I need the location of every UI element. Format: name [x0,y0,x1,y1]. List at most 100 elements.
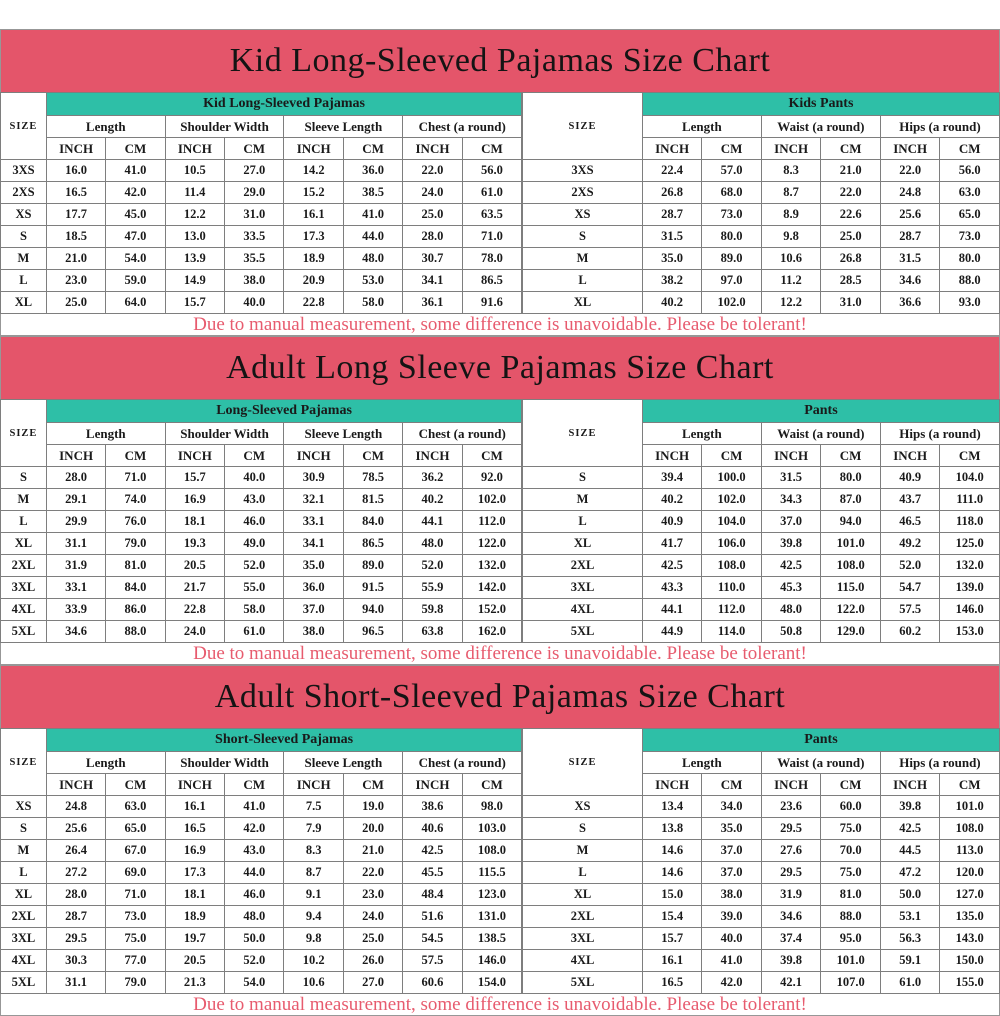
unit-header-cm: CM [461,137,523,160]
measurement-cell: 94.0 [820,510,881,533]
size-cell: 3XL [522,927,643,950]
measurement-cell: 86.5 [461,269,523,292]
measurement-cell: 100.0 [701,466,762,489]
measurement-cell: 45.0 [105,203,166,226]
measure-column-header: Length [641,422,762,445]
table-group-title: Pants [641,399,1000,423]
measurement-cell: 22.0 [820,181,881,204]
measurement-cell: 19.3 [164,532,226,555]
measure-column-header: Waist (a round) [760,751,881,774]
table-row: S 28.0 71.0 15.7 40.0 30.9 78.5 36.2 92.0 [0,466,523,489]
measurement-cell: 64.0 [105,291,166,314]
measurement-cell: 30.7 [402,247,463,270]
unit-header-cm: CM [820,137,881,160]
measure-column-header: Shoulder Width [164,422,285,445]
measurement-cell: 58.0 [342,291,404,314]
measurement-cell: 36.1 [402,291,463,314]
measurement-cell: 42.0 [105,181,166,204]
measurement-cell: 44.1 [641,598,703,621]
measurement-cell: 63.0 [105,795,166,818]
table-row: 4XL 16.1 41.0 39.8 101.0 59.1 150.0 [522,949,1000,972]
measurement-cell: 122.0 [461,532,523,555]
size-cell: M [522,247,643,270]
table-row: 2XL 15.4 39.0 34.6 88.0 53.1 135.0 [522,905,1000,928]
measurement-cell: 33.1 [45,576,107,599]
measurement-cell: 22.8 [283,291,344,314]
table-row: 4XL 30.3 77.0 20.5 52.0 10.2 26.0 57.5 146.0 [0,949,523,972]
measurement-cell: 75.0 [820,817,881,840]
section-title: Kid Long-Sleeved Pajamas Size Chart [229,42,771,79]
measurement-cell: 18.1 [164,510,226,533]
table-row: 4XL 33.9 86.0 22.8 58.0 37.0 94.0 59.8 152.0 [0,598,523,621]
unit-header-inch: INCH [164,444,226,467]
measurement-cell: 84.0 [105,576,166,599]
size-cell: XL [0,532,47,555]
size-cell: M [0,247,47,270]
measurement-cell: 31.0 [820,291,881,314]
table-row: XL 40.2 102.0 12.2 31.0 36.6 93.0 [522,291,1000,314]
measure-column-header: Length [641,115,762,138]
unit-header-cm: CM [939,444,1000,467]
measurement-cell: 48.0 [342,247,404,270]
disclaimer-text: Due to manual measurement, some differen… [0,314,1000,336]
disclaimer-text: Due to manual measurement, some differen… [0,994,1000,1016]
table-row: XS 17.7 45.0 12.2 31.0 16.1 41.0 25.0 63.5 [0,203,523,226]
measurement-cell: 50.8 [760,620,822,643]
measurement-cell: 17.3 [283,225,344,248]
unit-header-cm: CM [342,773,404,796]
measurement-cell: 92.0 [461,466,523,489]
measurement-cell: 38.0 [224,269,285,292]
measurement-cell: 71.0 [105,466,166,489]
measurement-cell: 96.5 [342,620,404,643]
measurement-cell: 86.0 [105,598,166,621]
table-row: 2XS 16.5 42.0 11.4 29.0 15.2 38.5 24.0 61.0 [0,181,523,204]
measurement-cell: 12.2 [164,203,226,226]
measurement-cell: 48.0 [402,532,463,555]
table-row: 4XL 44.1 112.0 48.0 122.0 57.5 146.0 [522,598,1000,621]
size-cell: L [0,269,47,292]
measure-column-header: Hips (a round) [879,115,1000,138]
measurement-cell: 18.1 [164,883,226,906]
table-row: M 21.0 54.0 13.9 35.5 18.9 48.0 30.7 78.0 [0,247,523,270]
measure-column-header: Chest (a round) [402,115,523,138]
measurement-cell: 13.0 [164,225,226,248]
measurement-cell: 54.0 [105,247,166,270]
table-row: XL 15.0 38.0 31.9 81.0 50.0 127.0 [522,883,1000,906]
unit-header-inch: INCH [164,773,226,796]
measurement-cell: 31.1 [45,532,107,555]
measurement-cell: 52.0 [224,949,285,972]
measurement-cell: 58.0 [224,598,285,621]
measurement-cell: 14.6 [641,861,703,884]
measurement-cell: 16.1 [283,203,344,226]
measure-column-header: Sleeve Length [283,422,404,445]
measurement-cell: 122.0 [820,598,881,621]
size-cell: 3XL [0,576,47,599]
unit-header-inch: INCH [164,137,226,160]
measurement-cell: 20.5 [164,554,226,577]
measurement-cell: 55.0 [224,576,285,599]
measurement-cell: 54.5 [402,927,463,950]
measurement-cell: 41.7 [641,532,703,555]
measurement-cell: 9.4 [283,905,344,928]
measurement-cell: 31.5 [760,466,822,489]
measurement-cell: 37.0 [701,839,762,862]
measurement-cell: 28.7 [641,203,703,226]
measurement-cell: 38.6 [402,795,463,818]
measurement-cell: 142.0 [461,576,523,599]
table-row: XS 28.7 73.0 8.9 22.6 25.6 65.0 [522,203,1000,226]
measurement-cell: 39.4 [641,466,703,489]
measurement-cell: 120.0 [939,861,1000,884]
measurement-cell: 71.0 [461,225,523,248]
measurement-cell: 26.8 [820,247,881,270]
measurement-cell: 61.0 [461,181,523,204]
size-cell: 2XL [522,905,643,928]
unit-header-cm: CM [342,444,404,467]
size-cell: XL [522,291,643,314]
unit-header-cm: CM [461,773,523,796]
unit-header-inch: INCH [879,773,941,796]
table-row: S 39.4 100.0 31.5 80.0 40.9 104.0 [522,466,1000,489]
size-cell: XL [522,883,643,906]
unit-header-cm: CM [820,444,881,467]
table-group-title: Short-Sleeved Pajamas [45,728,523,752]
measurement-cell: 22.0 [402,159,463,182]
